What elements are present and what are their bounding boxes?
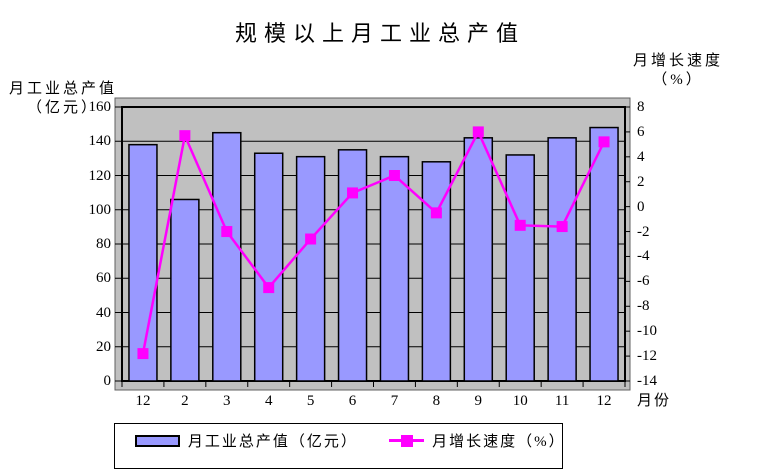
- left-axis-title: 月工业总产值 （亿元）: [2, 80, 124, 118]
- line-marker: [388, 170, 400, 181]
- line-marker: [598, 136, 610, 148]
- category-label: 8: [432, 393, 441, 409]
- right-axis-tick-label: -6: [637, 273, 650, 290]
- left-axis-title-line1: 月工业总产值: [8, 81, 117, 97]
- right-axis-tick-label: 0: [637, 198, 645, 215]
- bar: [421, 161, 452, 382]
- line-marker: [472, 126, 484, 138]
- category-label: 4: [264, 393, 273, 409]
- left-axis-tick-labels: 160 140 120 100 80 60 40 20 0: [0, 0, 112, 469]
- legend-line-label: 月增长速度（%）: [432, 434, 566, 450]
- right-axis-tick-label: -12: [637, 348, 657, 365]
- category-label: 12: [135, 393, 151, 409]
- bar: [170, 198, 200, 382]
- right-axis-tick-label: -2: [637, 223, 650, 240]
- bar-series-swatch-icon: [135, 434, 180, 447]
- right-axis-tick-label: 8: [637, 99, 645, 115]
- legend-item-bars: 月工业总产值（亿元）: [135, 430, 358, 451]
- right-axis-tick-label: -4: [637, 248, 650, 265]
- legend: 月工业总产值（亿元） 月增长速度（%）: [114, 423, 566, 469]
- bar: [212, 131, 242, 382]
- bar: [505, 154, 535, 382]
- line-marker: [137, 348, 149, 360]
- legend-item-line: 月增长速度（%）: [389, 430, 566, 451]
- line-series-swatch-icon: [389, 434, 425, 447]
- category-label: 12: [596, 393, 612, 409]
- left-axis-tick-label: 100: [88, 201, 112, 218]
- right-axis-title-line2: （%）: [652, 72, 704, 88]
- growth-line: [141, 129, 606, 354]
- left-axis-title-line2: （亿元）: [26, 100, 99, 116]
- right-axis-tick-label: -10: [637, 323, 657, 340]
- bar: [547, 137, 577, 382]
- category-label: 5: [306, 393, 315, 409]
- line-marker: [263, 282, 275, 294]
- line-marker: [221, 226, 233, 238]
- line-marker: [179, 130, 191, 142]
- line-marker: [430, 207, 442, 219]
- left-axis-tick-label: 0: [103, 373, 112, 389]
- left-axis-tick-label: 160: [88, 99, 112, 115]
- right-axis-tick-label: 2: [637, 173, 645, 190]
- right-axis-tick-labels: 8 6 4 2 0 -2 -4 -6 -8 -10 -12 -14: [637, 0, 697, 469]
- category-label: 3: [223, 393, 231, 409]
- left-axis-tick-label: 60: [96, 270, 111, 287]
- x-axis-name: 月份: [637, 393, 672, 409]
- left-axis-tick-label: 40: [96, 304, 111, 321]
- line-marker: [347, 187, 359, 199]
- chart-title: 规模以上月工业总产值: [234, 21, 525, 46]
- left-axis-tick-label: 120: [88, 167, 112, 184]
- category-label: 6: [348, 393, 357, 409]
- left-axis-tick-label: 140: [88, 133, 112, 150]
- bar: [589, 126, 619, 382]
- bar: [295, 155, 326, 382]
- right-axis-tick-label: -8: [637, 298, 650, 315]
- left-axis-tick-label: 20: [96, 338, 111, 355]
- bar: [253, 152, 284, 382]
- line-marker: [556, 221, 568, 233]
- legend-bar-label: 月工业总产值（亿元）: [187, 434, 358, 450]
- right-axis-tick-label: 6: [637, 123, 645, 140]
- bar: [128, 143, 158, 382]
- bar: [379, 155, 410, 382]
- line-marker: [514, 219, 526, 231]
- line-marker: [305, 233, 317, 245]
- right-axis-title-line1: 月增长速度: [632, 53, 723, 69]
- category-label: 7: [390, 393, 399, 409]
- bar: [463, 137, 494, 382]
- right-axis-tick-label: 4: [637, 148, 645, 165]
- category-label: 2: [181, 393, 189, 409]
- left-axis-tick-label: 80: [96, 236, 111, 252]
- category-label: 9: [474, 393, 483, 409]
- right-axis-title: 月增长速度 （%）: [622, 52, 734, 90]
- category-label: 11: [554, 393, 570, 409]
- category-label: 10: [512, 393, 528, 409]
- right-axis-tick-label: -14: [637, 373, 657, 389]
